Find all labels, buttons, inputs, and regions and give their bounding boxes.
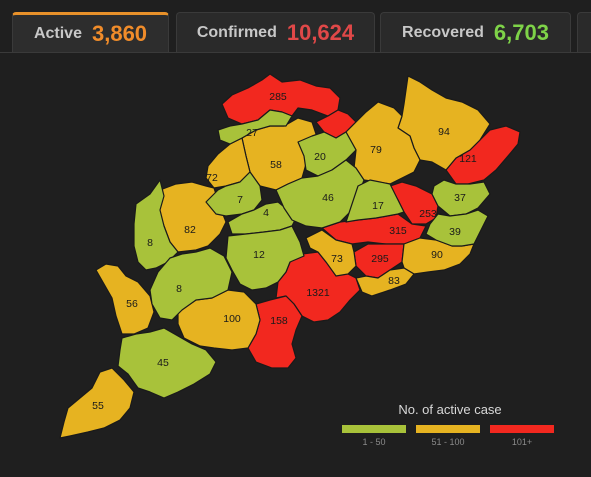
tab-confirmed-value: 10,624: [286, 19, 355, 45]
district-83[interactable]: [355, 267, 415, 297]
tab-divider: [0, 52, 591, 53]
district-7[interactable]: [205, 171, 263, 217]
label-94: 94: [438, 126, 450, 138]
district-8-north[interactable]: [133, 179, 179, 271]
legend-label-low: 1 - 50: [362, 437, 386, 447]
label-295: 295: [371, 253, 389, 265]
label-82: 82: [184, 224, 196, 236]
label-285: 285: [269, 91, 287, 103]
tab-recovered[interactable]: Recovered 6,703: [380, 12, 571, 52]
district-17[interactable]: [345, 179, 405, 223]
label-8-south: 8: [176, 283, 182, 295]
legend-label-mid: 51 - 100: [431, 437, 465, 447]
district-8-south[interactable]: [149, 247, 233, 321]
district-55[interactable]: [59, 367, 135, 439]
district-37[interactable]: [431, 179, 491, 217]
label-20: 20: [314, 151, 326, 163]
label-90: 90: [431, 249, 443, 261]
district-295[interactable]: [353, 243, 405, 279]
label-56: 56: [126, 298, 138, 310]
tab-more[interactable]: [577, 12, 591, 52]
district-20[interactable]: [297, 131, 357, 177]
label-27: 27: [246, 127, 258, 139]
label-73: 73: [331, 253, 343, 265]
label-79: 79: [370, 144, 382, 156]
district-56[interactable]: [95, 263, 155, 335]
legend-title: No. of active case: [398, 402, 502, 417]
district-39[interactable]: [425, 209, 489, 247]
tab-confirmed-label: Confirmed: [196, 23, 277, 41]
label-37: 37: [454, 192, 466, 204]
legend-label-high: 101+: [511, 437, 533, 447]
label-8-north: 8: [147, 237, 153, 249]
tab-active[interactable]: Active 3,860: [12, 12, 169, 52]
label-7: 7: [237, 194, 243, 206]
label-100: 100: [223, 313, 241, 325]
label-45: 45: [157, 357, 169, 369]
label-39: 39: [449, 226, 461, 238]
tab-active-label: Active: [33, 24, 82, 42]
label-83: 83: [388, 275, 400, 287]
tab-active-value: 3,860: [91, 20, 148, 46]
label-253: 253: [419, 208, 437, 220]
label-72: 72: [206, 172, 218, 184]
tab-recovered-label: Recovered: [402, 23, 484, 41]
label-4: 4: [263, 207, 269, 219]
stat-tabs: Active 3,860 Confirmed 10,624 Recovered …: [0, 0, 591, 54]
label-158: 158: [270, 315, 288, 327]
district-73[interactable]: [305, 229, 357, 277]
district-12[interactable]: [225, 225, 305, 291]
district-45[interactable]: [117, 327, 217, 399]
label-121: 121: [459, 153, 477, 165]
tab-recovered-value: 6,703: [493, 19, 549, 45]
label-46: 46: [322, 192, 334, 204]
label-12: 12: [253, 249, 265, 261]
legend-swatch-low: [342, 425, 406, 433]
label-315: 315: [389, 225, 407, 237]
label-55: 55: [92, 400, 104, 412]
legend-swatch-high: [490, 425, 554, 433]
label-1321: 1321: [306, 287, 330, 299]
legend-swatch-mid: [416, 425, 480, 433]
label-17: 17: [372, 200, 384, 212]
tab-confirmed[interactable]: Confirmed 10,624: [176, 12, 375, 52]
label-58: 58: [270, 159, 282, 171]
district-27[interactable]: [217, 109, 293, 145]
